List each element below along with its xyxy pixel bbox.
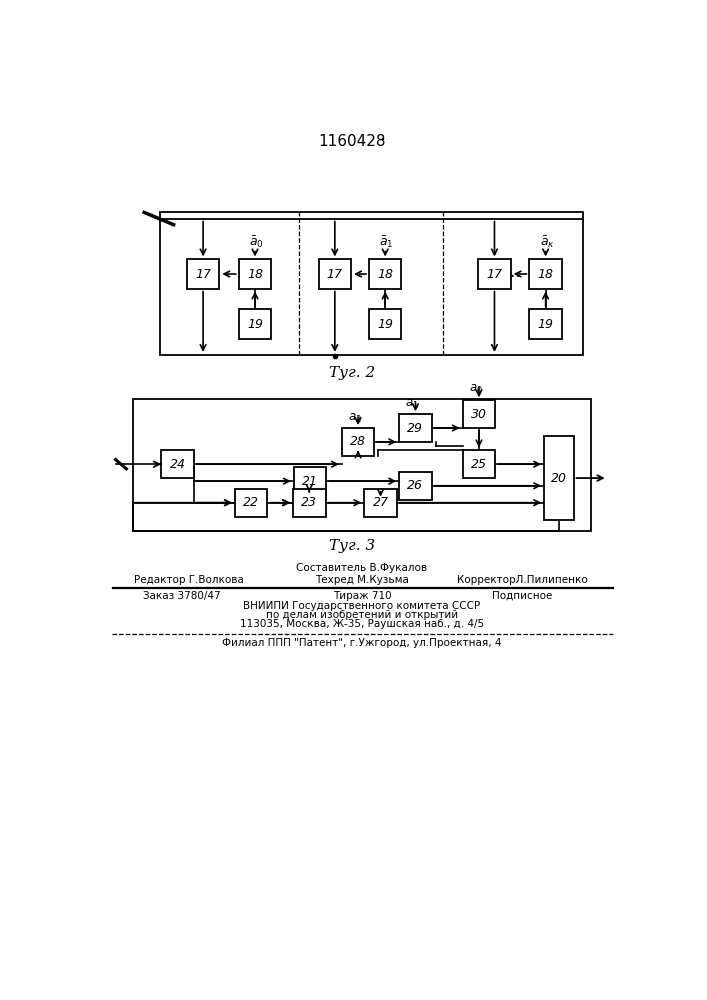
Text: КорректорЛ.Пилипенко: КорректорЛ.Пилипенко [457,575,588,585]
Bar [293,467,327,495]
Text: 23: 23 [301,496,317,509]
Bar [530,309,562,339]
Text: Составитель В.Фукалов: Составитель В.Фукалов [296,563,428,573]
Text: 30: 30 [471,408,487,421]
Text: 21: 21 [302,475,318,488]
Text: 24: 24 [170,458,185,471]
Text: Τуг. 2: Τуг. 2 [329,366,375,380]
Text: ...: ... [505,263,522,281]
Bar [399,414,432,442]
Text: ·: · [380,131,386,150]
Text: по делам изобретений и открытий: по делам изобретений и открытий [266,610,458,620]
Bar [399,472,432,500]
Text: Подписное: Подписное [492,591,553,601]
Bar [187,259,219,289]
Text: Τуг. 3: Τуг. 3 [329,539,375,553]
Bar [132,399,590,531]
Bar [319,259,351,289]
Text: 26: 26 [407,479,423,492]
Bar [369,309,402,339]
Text: 113035, Москва, Ж-35, Раушская наб., д. 4/5: 113035, Москва, Ж-35, Раушская наб., д. … [240,619,484,629]
Text: 17: 17 [195,267,211,280]
Text: $a_2$: $a_2$ [348,412,362,425]
Bar [235,489,267,517]
Bar [293,489,325,517]
Bar [161,450,194,478]
Text: 20: 20 [551,472,567,485]
Text: $a_1$: $a_1$ [406,398,419,411]
Text: 19: 19 [247,318,263,331]
Text: Заказ 3780/47: Заказ 3780/47 [143,591,220,601]
Text: Редактор Г.Волкова: Редактор Г.Волкова [134,575,244,585]
Text: 1160428: 1160428 [318,134,385,149]
Text: $\bar{a}_1$: $\bar{a}_1$ [380,235,394,250]
Bar [239,259,271,289]
Text: 29: 29 [407,422,423,434]
Text: 18: 18 [247,267,263,280]
Text: $\bar{a}_0$: $\bar{a}_0$ [249,235,264,250]
Text: 18: 18 [378,267,393,280]
Text: ВНИИПИ Государственного комитета СССР: ВНИИПИ Государственного комитета СССР [243,601,481,611]
Text: 27: 27 [373,496,389,509]
Text: Филиал ППП "Патент", г.Ужгород, ул.Проектная, 4: Филиал ППП "Патент", г.Ужгород, ул.Проек… [222,638,502,648]
Text: Техред М.Кузьма: Техред М.Кузьма [315,575,409,585]
Text: 28: 28 [350,435,366,448]
Bar [462,450,495,478]
Text: 17: 17 [486,267,503,280]
Text: 19: 19 [537,318,554,331]
Text: 22: 22 [243,496,259,509]
Bar [462,400,495,428]
Bar [364,489,397,517]
Text: 19: 19 [378,318,393,331]
Bar [341,428,374,456]
Text: 25: 25 [471,458,487,471]
Bar [478,259,510,289]
Bar [544,436,573,520]
Bar [369,259,402,289]
Text: $\bar{a}_\kappa$: $\bar{a}_\kappa$ [539,235,554,250]
Bar [239,309,271,339]
Bar [160,212,583,355]
Text: 18: 18 [537,267,554,280]
Text: 17: 17 [327,267,343,280]
Bar [530,259,562,289]
Text: Тираж 710: Тираж 710 [332,591,391,601]
Text: $a_0$: $a_0$ [469,383,483,396]
